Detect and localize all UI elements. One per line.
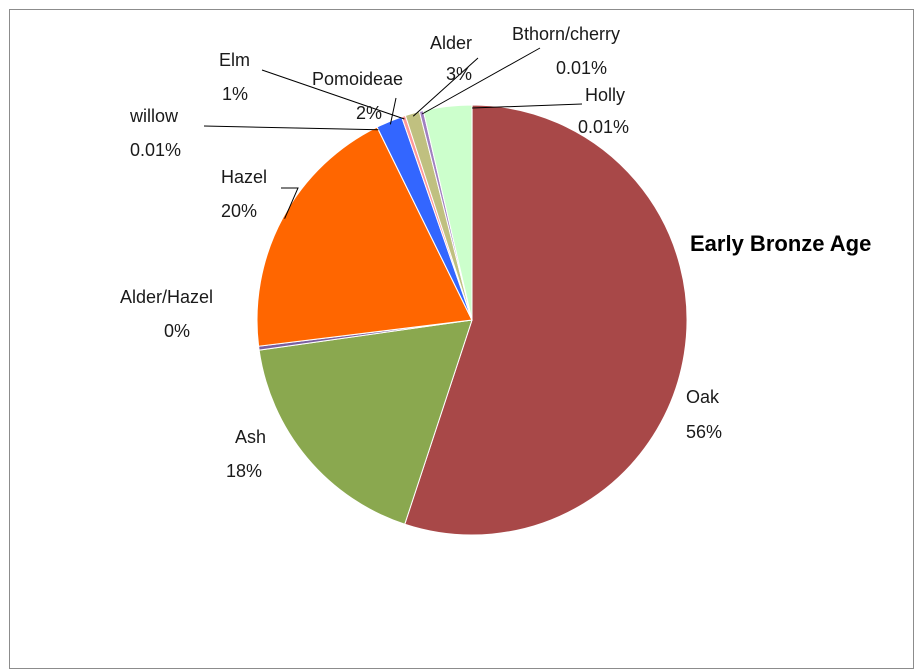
slice-percent-willow: 0.01% bbox=[130, 140, 181, 160]
leader-line-willow bbox=[204, 126, 378, 130]
pie-chart: Early Bronze Age Oak 56% Ash 18% Alder/H… bbox=[0, 0, 923, 637]
slice-percent-pomoideae: 2% bbox=[356, 103, 382, 123]
slice-label-alder-hazel: Alder/Hazel bbox=[120, 287, 213, 307]
slice-percent-hazel: 20% bbox=[221, 201, 257, 221]
slice-percent-elm: 1% bbox=[222, 84, 248, 104]
slice-percent-oak: 56% bbox=[686, 422, 722, 442]
slice-percent-ash: 18% bbox=[226, 461, 262, 481]
slice-label-elm: Elm bbox=[219, 50, 250, 70]
slice-label-holly: Holly bbox=[585, 85, 625, 105]
slice-label-alder: Alder bbox=[430, 33, 472, 53]
slice-label-hazel: Hazel bbox=[221, 167, 267, 187]
slice-percent-alder: 3% bbox=[446, 64, 472, 84]
slice-percent-alder-hazel: 0% bbox=[164, 321, 190, 341]
slice-percent-holly: 0.01% bbox=[578, 117, 629, 137]
slice-percent-bthorn-cherry: 0.01% bbox=[556, 58, 607, 78]
slice-label-oak: Oak bbox=[686, 387, 720, 407]
pie-slices bbox=[257, 105, 687, 535]
chart-title: Early Bronze Age bbox=[690, 231, 871, 256]
slice-label-bthorn-cherry: Bthorn/cherry bbox=[512, 24, 620, 44]
slice-label-pomoideae: Pomoideae bbox=[312, 69, 403, 89]
slice-label-willow: willow bbox=[129, 106, 179, 126]
leader-line-bthorn-cherry bbox=[422, 48, 540, 114]
slice-label-ash: Ash bbox=[235, 427, 266, 447]
